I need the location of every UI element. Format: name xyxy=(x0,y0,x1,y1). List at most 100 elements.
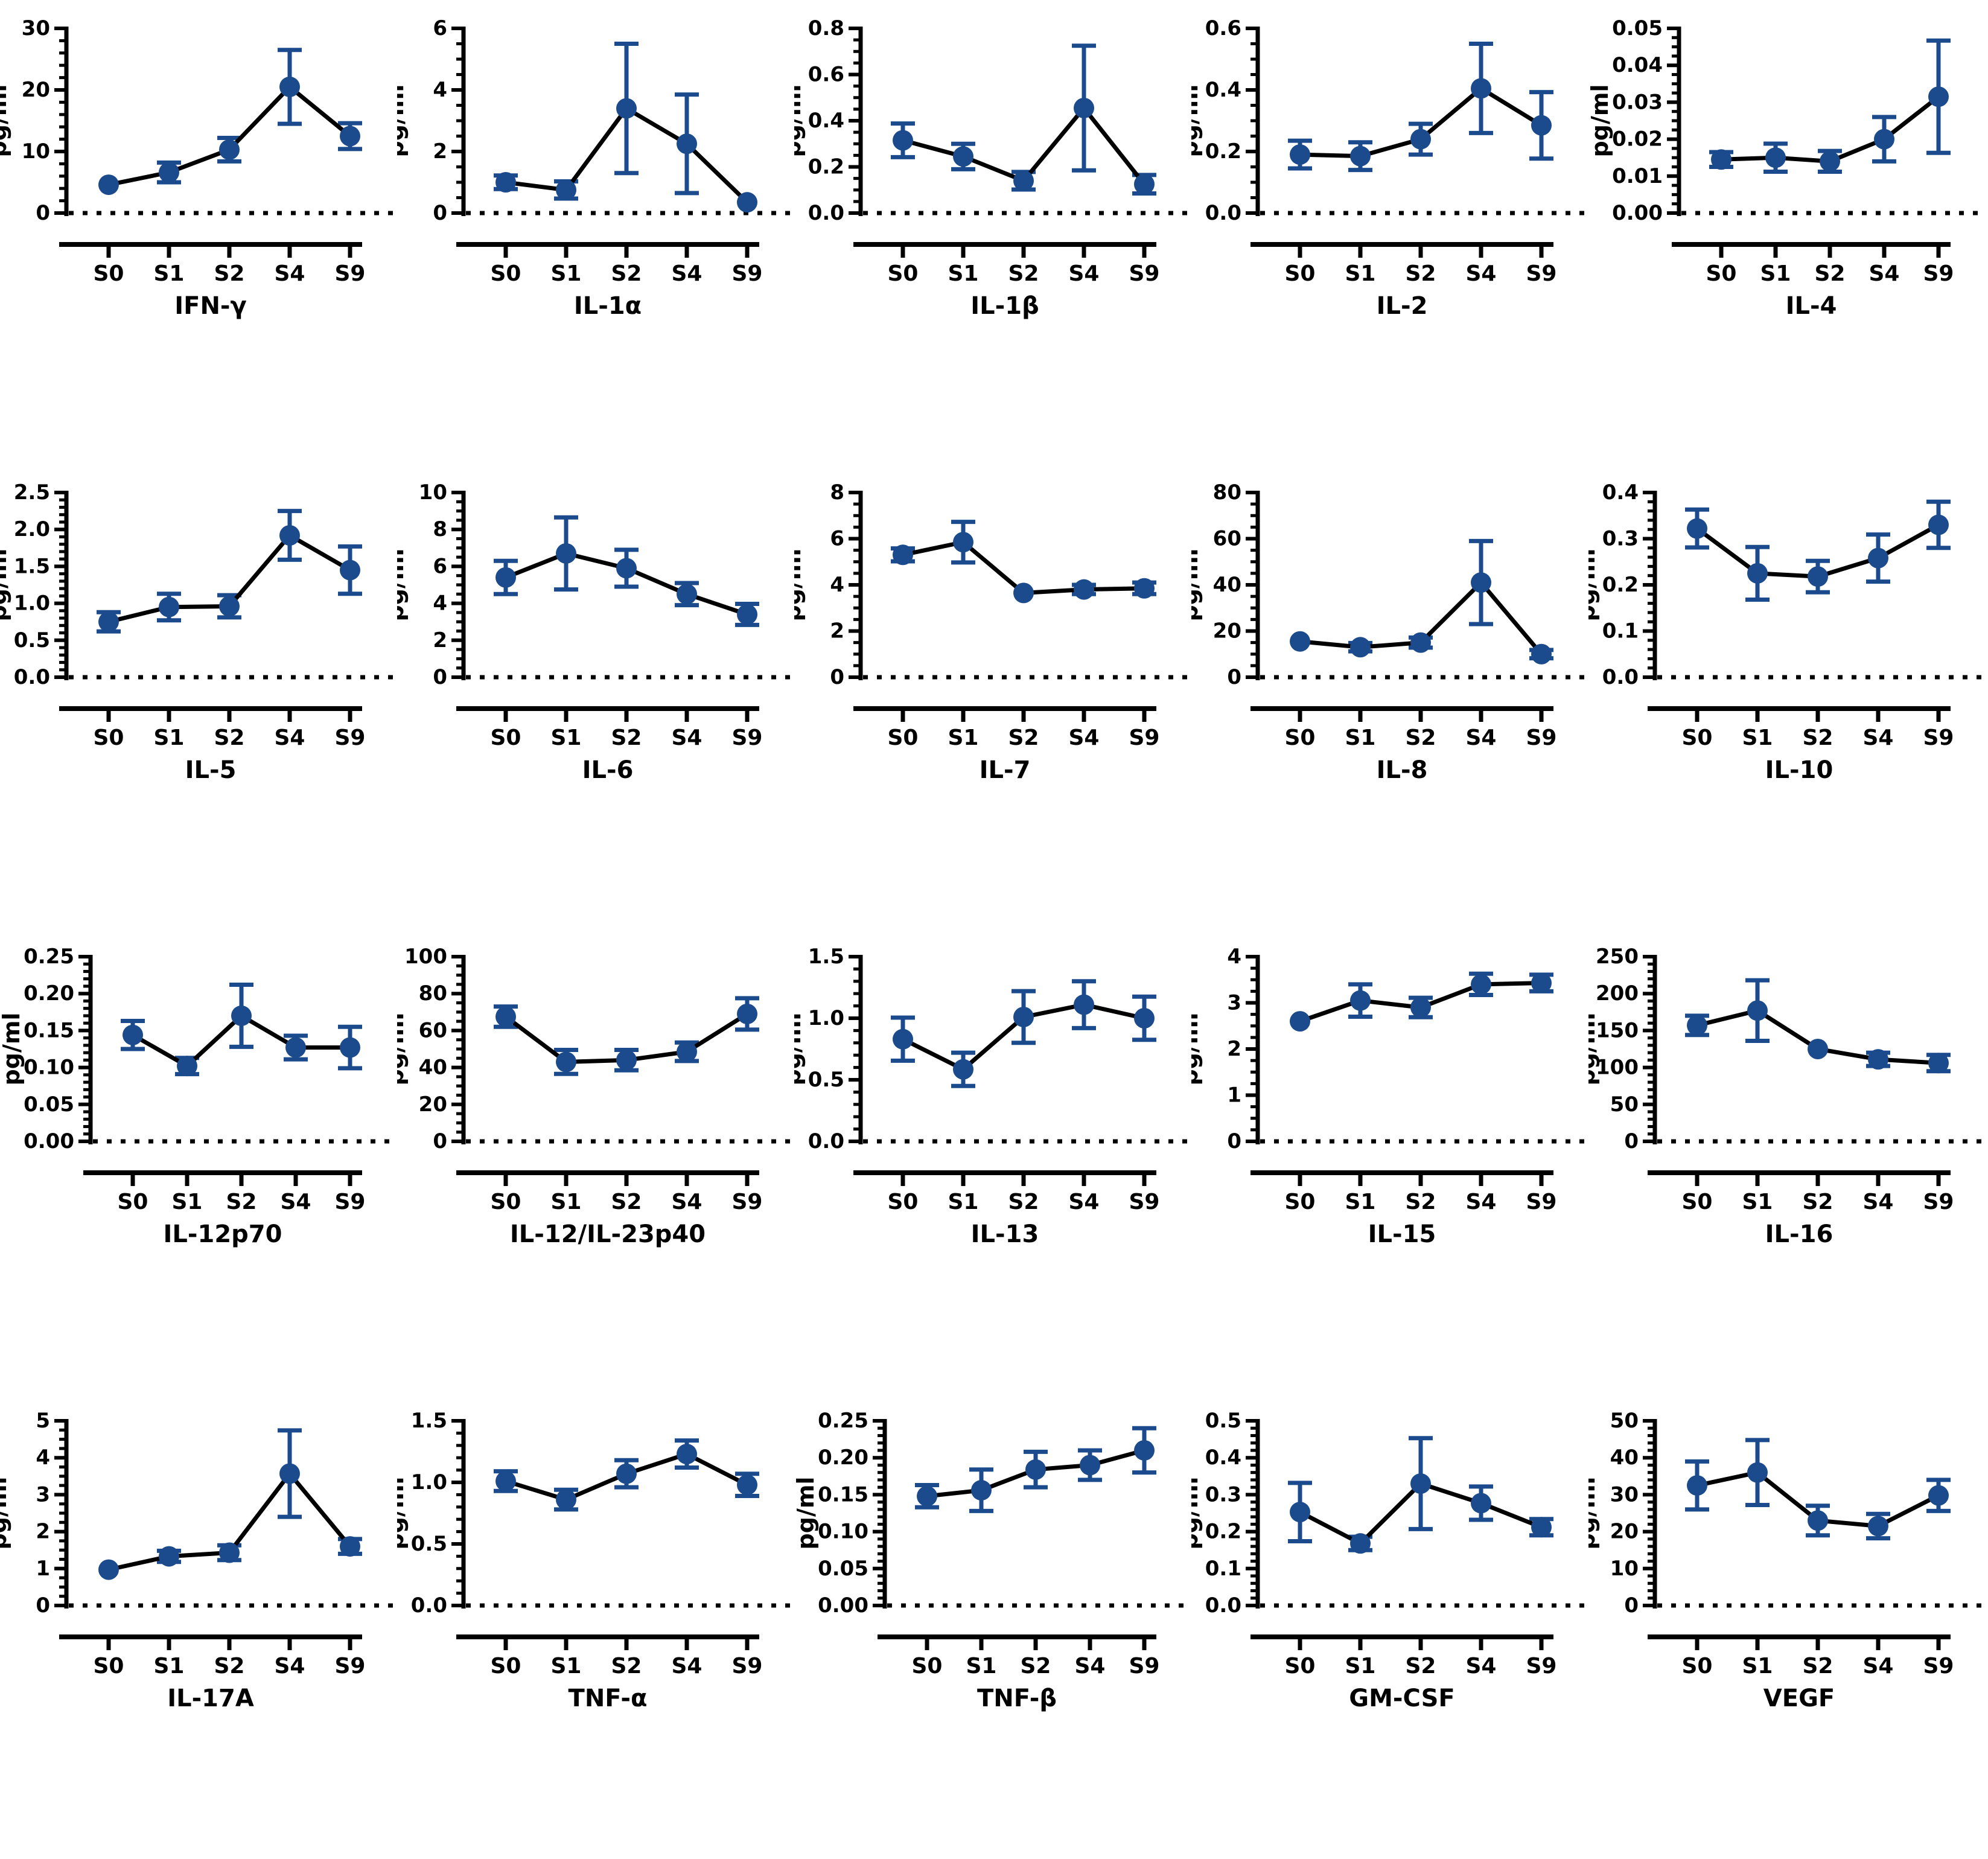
chart-title: IL-7 xyxy=(980,756,1031,784)
data-point-S2 xyxy=(616,98,637,119)
data-point-markers xyxy=(495,543,757,625)
y-tick-label: 0 xyxy=(36,1593,50,1618)
y-tick-label: 0.25 xyxy=(24,945,74,969)
data-point-markers xyxy=(917,1440,1155,1507)
data-point-S2 xyxy=(616,558,637,579)
data-point-S4 xyxy=(1074,579,1094,600)
x-tick-label: S4 xyxy=(275,1654,305,1679)
data-point-markers xyxy=(1290,1473,1552,1554)
x-tick-label: S4 xyxy=(1069,261,1100,286)
x-tick-label: S2 xyxy=(1803,1654,1833,1679)
y-tick-label: 2 xyxy=(433,139,447,164)
x-tick-label: S0 xyxy=(491,725,521,750)
y-axis: 0.00 0.05 0.10 0.15 0.20 0.25 xyxy=(818,1409,887,1618)
y-tick-label: 60 xyxy=(419,1018,447,1042)
y-axis-title: pg/ml xyxy=(794,549,806,622)
x-axis: S0 S1 S2 S4 S9 xyxy=(853,242,1159,286)
chart-vegf: 0 10 20 30 40 50 pg/ml S0 S1 S2 S4 S9 VEGF xyxy=(1573,1409,1983,1712)
data-point-S9 xyxy=(1928,1485,1949,1506)
x-tick-label: S4 xyxy=(1069,1190,1100,1214)
data-point-S4 xyxy=(1471,974,1491,995)
chart-title: IL-1β xyxy=(970,292,1039,320)
y-tick-label: 1 xyxy=(1227,1083,1241,1108)
error-bars xyxy=(1348,538,1553,661)
data-point-S0 xyxy=(98,611,119,633)
y-tick-label: 8 xyxy=(433,517,447,541)
x-tick-label: S2 xyxy=(1803,1190,1833,1214)
y-axis-title: pg/ml xyxy=(1191,84,1203,158)
x-axis: S0 S1 S2 S4 S9 xyxy=(456,1634,762,1679)
x-tick-label: S1 xyxy=(966,1654,997,1679)
y-tick-label: 0 xyxy=(830,665,844,689)
y-axis: 0 2 4 6 8 xyxy=(830,480,863,689)
y-tick-label: 2 xyxy=(36,1520,50,1544)
x-tick-label: S2 xyxy=(226,1190,257,1214)
y-tick-label: 20 xyxy=(419,1092,447,1117)
chart-il-1: 0 2 4 6 pg/ml S0 S1 S2 S4 S9 IL-1α xyxy=(382,16,792,320)
x-tick-label: S2 xyxy=(1406,261,1436,286)
y-tick-label: 0.00 xyxy=(1612,201,1663,225)
y-tick-label: 0.2 xyxy=(808,155,844,179)
data-point-S4 xyxy=(1874,129,1894,150)
data-point-S1 xyxy=(556,1489,576,1510)
data-point-S0 xyxy=(495,172,516,193)
chart-title: IL-2 xyxy=(1377,292,1428,320)
chart-cell-il-12-il-23p40: 0 20 40 60 80 100 pg/ml S0 S1 S2 S4 S9 IL-12/IL-23p4… xyxy=(382,928,794,1392)
y-axis: 0 50 100 150 200 250 xyxy=(1596,945,1657,1153)
x-tick-label: S4 xyxy=(672,1190,702,1214)
x-tick-label: S1 xyxy=(1345,1190,1376,1214)
chart-il-13: 0.0 0.5 1.0 1.5 pg/ml S0 S1 S2 S4 S9 IL-13 xyxy=(779,945,1189,1248)
chart-cell-tnf: 0.00 0.05 0.10 0.15 0.20 0.25 pg/ml S0 S1 S2 S4 S9 T… xyxy=(792,1392,1191,1857)
x-tick-label: S0 xyxy=(94,1654,124,1679)
x-tick-label: S2 xyxy=(611,725,642,750)
y-tick-label: 0.8 xyxy=(808,16,844,40)
data-point-S9 xyxy=(1928,514,1949,535)
y-axis: 0 20 40 60 80 xyxy=(1213,480,1260,689)
x-tick-label: S9 xyxy=(1129,1654,1160,1679)
x-axis: S0 S1 S2 S4 S9 xyxy=(1250,1634,1556,1679)
data-point-S9 xyxy=(737,1003,757,1024)
y-axis-title: pg/ml xyxy=(794,84,806,158)
x-axis: S0 S1 S2 S4 S9 xyxy=(456,242,762,286)
chart-cell-il-10: 0.0 0.1 0.2 0.3 0.4 pg/ml S0 S1 S2 S4 S9 IL-10 xyxy=(1573,464,1986,928)
y-tick-label: 1 xyxy=(36,1557,50,1581)
data-point-S2 xyxy=(231,1005,252,1026)
y-axis-title: pg/ml xyxy=(397,84,409,158)
data-point-markers xyxy=(495,1003,757,1073)
y-tick-label: 100 xyxy=(1596,1056,1639,1080)
y-tick-label: 0 xyxy=(36,201,50,225)
y-tick-label: 1.0 xyxy=(808,1006,844,1030)
data-point-S1 xyxy=(159,1546,179,1567)
x-tick-label: S2 xyxy=(1021,1654,1051,1679)
y-tick-label: 0.10 xyxy=(24,1056,74,1080)
data-point-markers xyxy=(1290,972,1552,1032)
y-tick-label: 2.0 xyxy=(14,517,50,541)
y-axis-title: pg/ml xyxy=(794,1477,819,1550)
x-tick-label: S9 xyxy=(335,1654,366,1679)
y-axis: 0 10 20 30 xyxy=(22,16,69,225)
x-tick-label: S9 xyxy=(732,725,763,750)
y-tick-label: 0.2 xyxy=(1205,1520,1241,1544)
x-axis: S0 S1 S2 S4 S9 xyxy=(1250,1170,1556,1214)
x-tick-label: S1 xyxy=(948,725,979,750)
y-tick-label: 4 xyxy=(433,78,447,102)
x-tick-label: S1 xyxy=(551,261,582,286)
chart-cell-il-12p70: 0.00 0.05 0.10 0.15 0.20 0.25 pg/ml S0 S1 S2 S4 S9 I… xyxy=(0,928,397,1392)
x-tick-label: S4 xyxy=(1863,725,1894,750)
data-point-S9 xyxy=(340,126,360,147)
y-axis-title: pg/ml xyxy=(397,1013,409,1086)
data-point-S2 xyxy=(219,596,240,617)
x-axis: S0 S1 S2 S4 S9 xyxy=(59,706,365,750)
y-tick-label: 2 xyxy=(830,619,844,643)
data-point-markers xyxy=(1290,78,1552,167)
data-point-S0 xyxy=(1290,631,1310,652)
data-point-S1 xyxy=(953,146,973,167)
data-point-S1 xyxy=(1350,1533,1371,1554)
data-point-markers xyxy=(98,76,360,196)
data-point-S4 xyxy=(1868,1049,1888,1070)
y-tick-label: 200 xyxy=(1596,981,1639,1006)
y-tick-label: 0 xyxy=(433,665,447,689)
chart-cell-il-2: 0.0 0.2 0.4 0.6 pg/ml S0 S1 S2 S4 S9 IL-2 xyxy=(1176,0,1588,464)
x-tick-label: S0 xyxy=(491,1190,521,1214)
